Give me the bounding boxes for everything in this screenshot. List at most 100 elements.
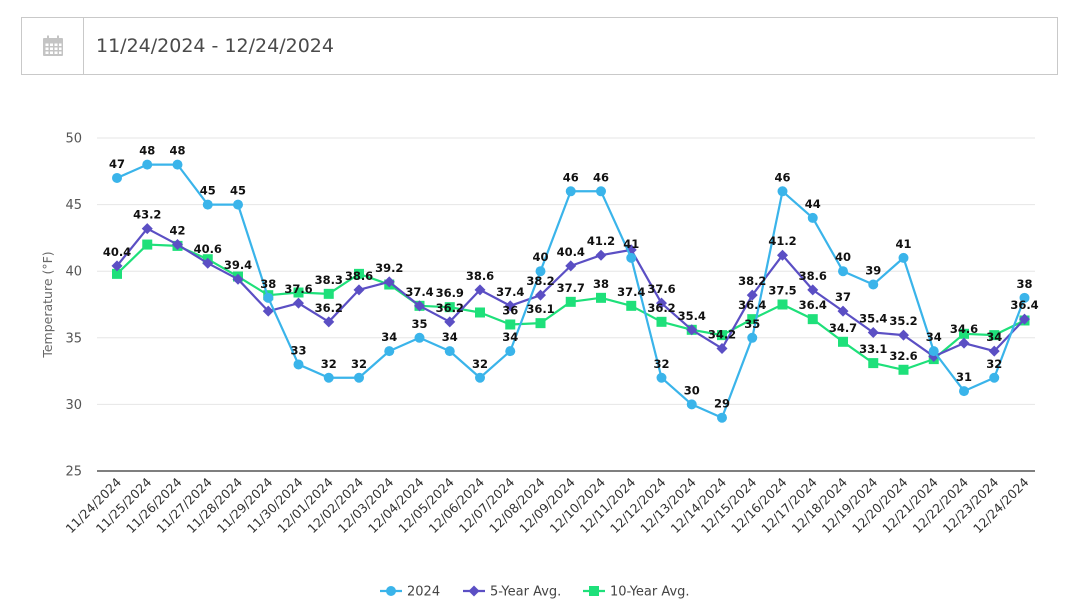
data-label: 30 — [684, 383, 700, 397]
data-point — [323, 316, 335, 328]
data-label: 40 — [835, 250, 851, 264]
date-range-picker[interactable]: 11/24/2024 - 12/24/2024 — [21, 17, 1058, 75]
data-point — [112, 172, 122, 183]
y-tick-label: 25 — [65, 465, 82, 480]
y-axis-label: Temperature (°F) — [40, 251, 55, 358]
y-tick-label: 30 — [65, 398, 82, 413]
data-point — [565, 186, 576, 197]
data-label: 34 — [502, 330, 518, 344]
data-point — [595, 249, 607, 261]
data-label: 38 — [593, 277, 609, 291]
data-label: 38.2 — [526, 274, 554, 288]
data-label: 35 — [744, 317, 760, 331]
data-label: 32 — [986, 357, 1002, 371]
data-point — [535, 289, 546, 301]
data-point — [233, 199, 243, 210]
data-point — [172, 239, 183, 251]
data-label: 48 — [139, 144, 155, 158]
data-label: 36.9 — [436, 286, 464, 300]
data-label: 37.4 — [405, 285, 433, 299]
data-label: 36 — [502, 303, 518, 317]
data-point — [414, 332, 425, 343]
data-label: 47 — [109, 157, 125, 171]
data-point — [747, 332, 758, 343]
data-label: 40.6 — [194, 242, 222, 256]
data-label: 32 — [472, 357, 488, 371]
data-label: 34 — [381, 330, 397, 344]
y-tick-label: 50 — [65, 132, 82, 147]
y-tick-label: 45 — [65, 198, 82, 213]
data-label: 40.4 — [103, 245, 131, 259]
data-label: 31 — [956, 370, 972, 384]
data-point — [868, 279, 879, 290]
y-tick-label: 35 — [65, 331, 82, 346]
data-point — [141, 223, 153, 235]
data-label: 46 — [563, 170, 579, 184]
data-label: 38 — [1016, 277, 1032, 291]
data-label: 38.6 — [345, 269, 373, 283]
data-label: 33 — [290, 343, 306, 357]
data-point — [686, 324, 698, 336]
data-label: 37.4 — [617, 285, 645, 299]
legend-label: 2024 — [407, 585, 440, 600]
data-point — [596, 186, 606, 197]
data-point — [959, 386, 969, 397]
data-label: 45 — [230, 184, 246, 198]
data-point — [474, 284, 486, 296]
data-point — [989, 372, 1000, 383]
data-point — [505, 346, 516, 357]
data-point — [837, 305, 849, 317]
data-point — [323, 288, 334, 299]
data-point — [444, 346, 455, 357]
data-point — [263, 292, 274, 303]
data-point — [656, 372, 667, 383]
data-label: 46 — [593, 170, 609, 184]
data-point — [959, 328, 969, 339]
data-point — [716, 342, 728, 354]
data-label: 48 — [169, 144, 185, 158]
calendar-icon[interactable] — [22, 18, 84, 74]
date-range-text: 11/24/2024 - 12/24/2024 — [96, 35, 334, 57]
data-label: 37.6 — [647, 282, 675, 296]
data-point — [293, 359, 304, 370]
data-point — [414, 300, 425, 312]
data-point — [354, 372, 364, 383]
data-label: 40 — [532, 250, 548, 264]
data-point — [262, 305, 274, 317]
data-label: 41 — [623, 237, 639, 251]
data-label: 37.4 — [496, 285, 524, 299]
data-point — [293, 287, 304, 298]
data-label: 39.2 — [375, 261, 403, 275]
data-point — [717, 330, 727, 341]
data-point — [596, 292, 606, 303]
data-point — [988, 345, 1000, 357]
data-label: 34.2 — [708, 327, 736, 341]
data-point — [777, 299, 788, 310]
data-label: 35 — [411, 317, 427, 331]
data-point — [202, 199, 213, 210]
data-point — [384, 346, 395, 357]
data-point — [535, 318, 546, 329]
data-point — [626, 252, 637, 263]
data-point — [928, 346, 939, 357]
data-label: 34.6 — [950, 322, 978, 336]
data-label: 34 — [442, 330, 458, 344]
data-label: 46 — [774, 170, 790, 184]
data-point — [626, 300, 637, 311]
data-label: 33.1 — [859, 342, 887, 356]
data-point — [958, 337, 970, 349]
data-point — [383, 276, 395, 288]
data-point — [444, 302, 455, 313]
data-label: 35.4 — [859, 311, 887, 325]
data-label: 37.5 — [768, 284, 796, 298]
data-label: 32 — [321, 357, 337, 371]
data-point — [807, 314, 818, 325]
data-label: 32.6 — [889, 349, 917, 363]
data-point — [807, 212, 818, 223]
data-point — [142, 159, 153, 170]
data-point — [504, 300, 516, 312]
data-label: 36.2 — [436, 301, 464, 315]
data-label: 37.6 — [284, 282, 312, 296]
data-point — [232, 273, 244, 285]
